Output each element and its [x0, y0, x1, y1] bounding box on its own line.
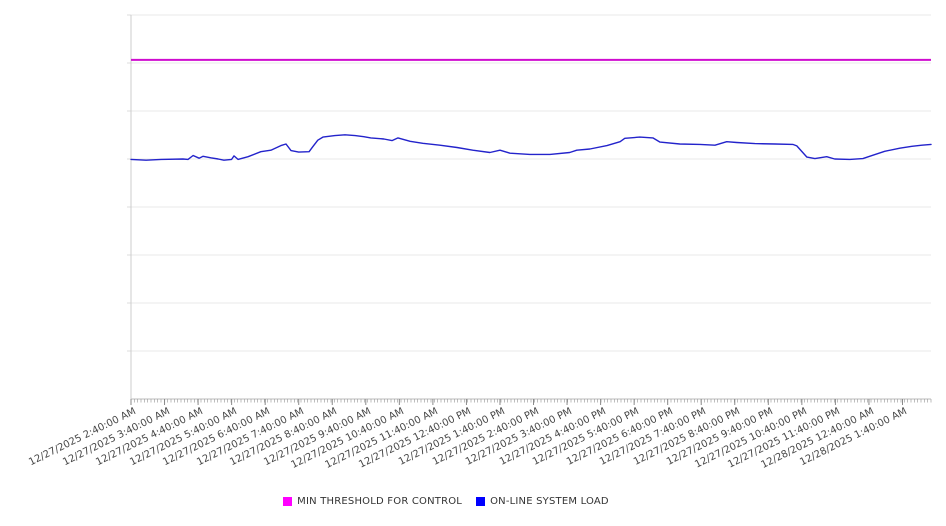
- legend-item-system-load: ON-LINE SYSTEM LOAD: [476, 496, 609, 507]
- legend: MIN THRESHOLD FOR CONTROL ON-LINE SYSTEM…: [0, 496, 946, 507]
- legend-swatch-system-load: [476, 497, 486, 506]
- legend-swatch-min-threshold: [283, 497, 293, 506]
- legend-label-min-threshold: MIN THRESHOLD FOR CONTROL: [297, 496, 463, 507]
- system-load-line: [130, 134, 932, 161]
- legend-item-min-threshold: MIN THRESHOLD FOR CONTROL: [283, 496, 462, 507]
- legend-label-system-load: ON-LINE SYSTEM LOAD: [490, 496, 609, 507]
